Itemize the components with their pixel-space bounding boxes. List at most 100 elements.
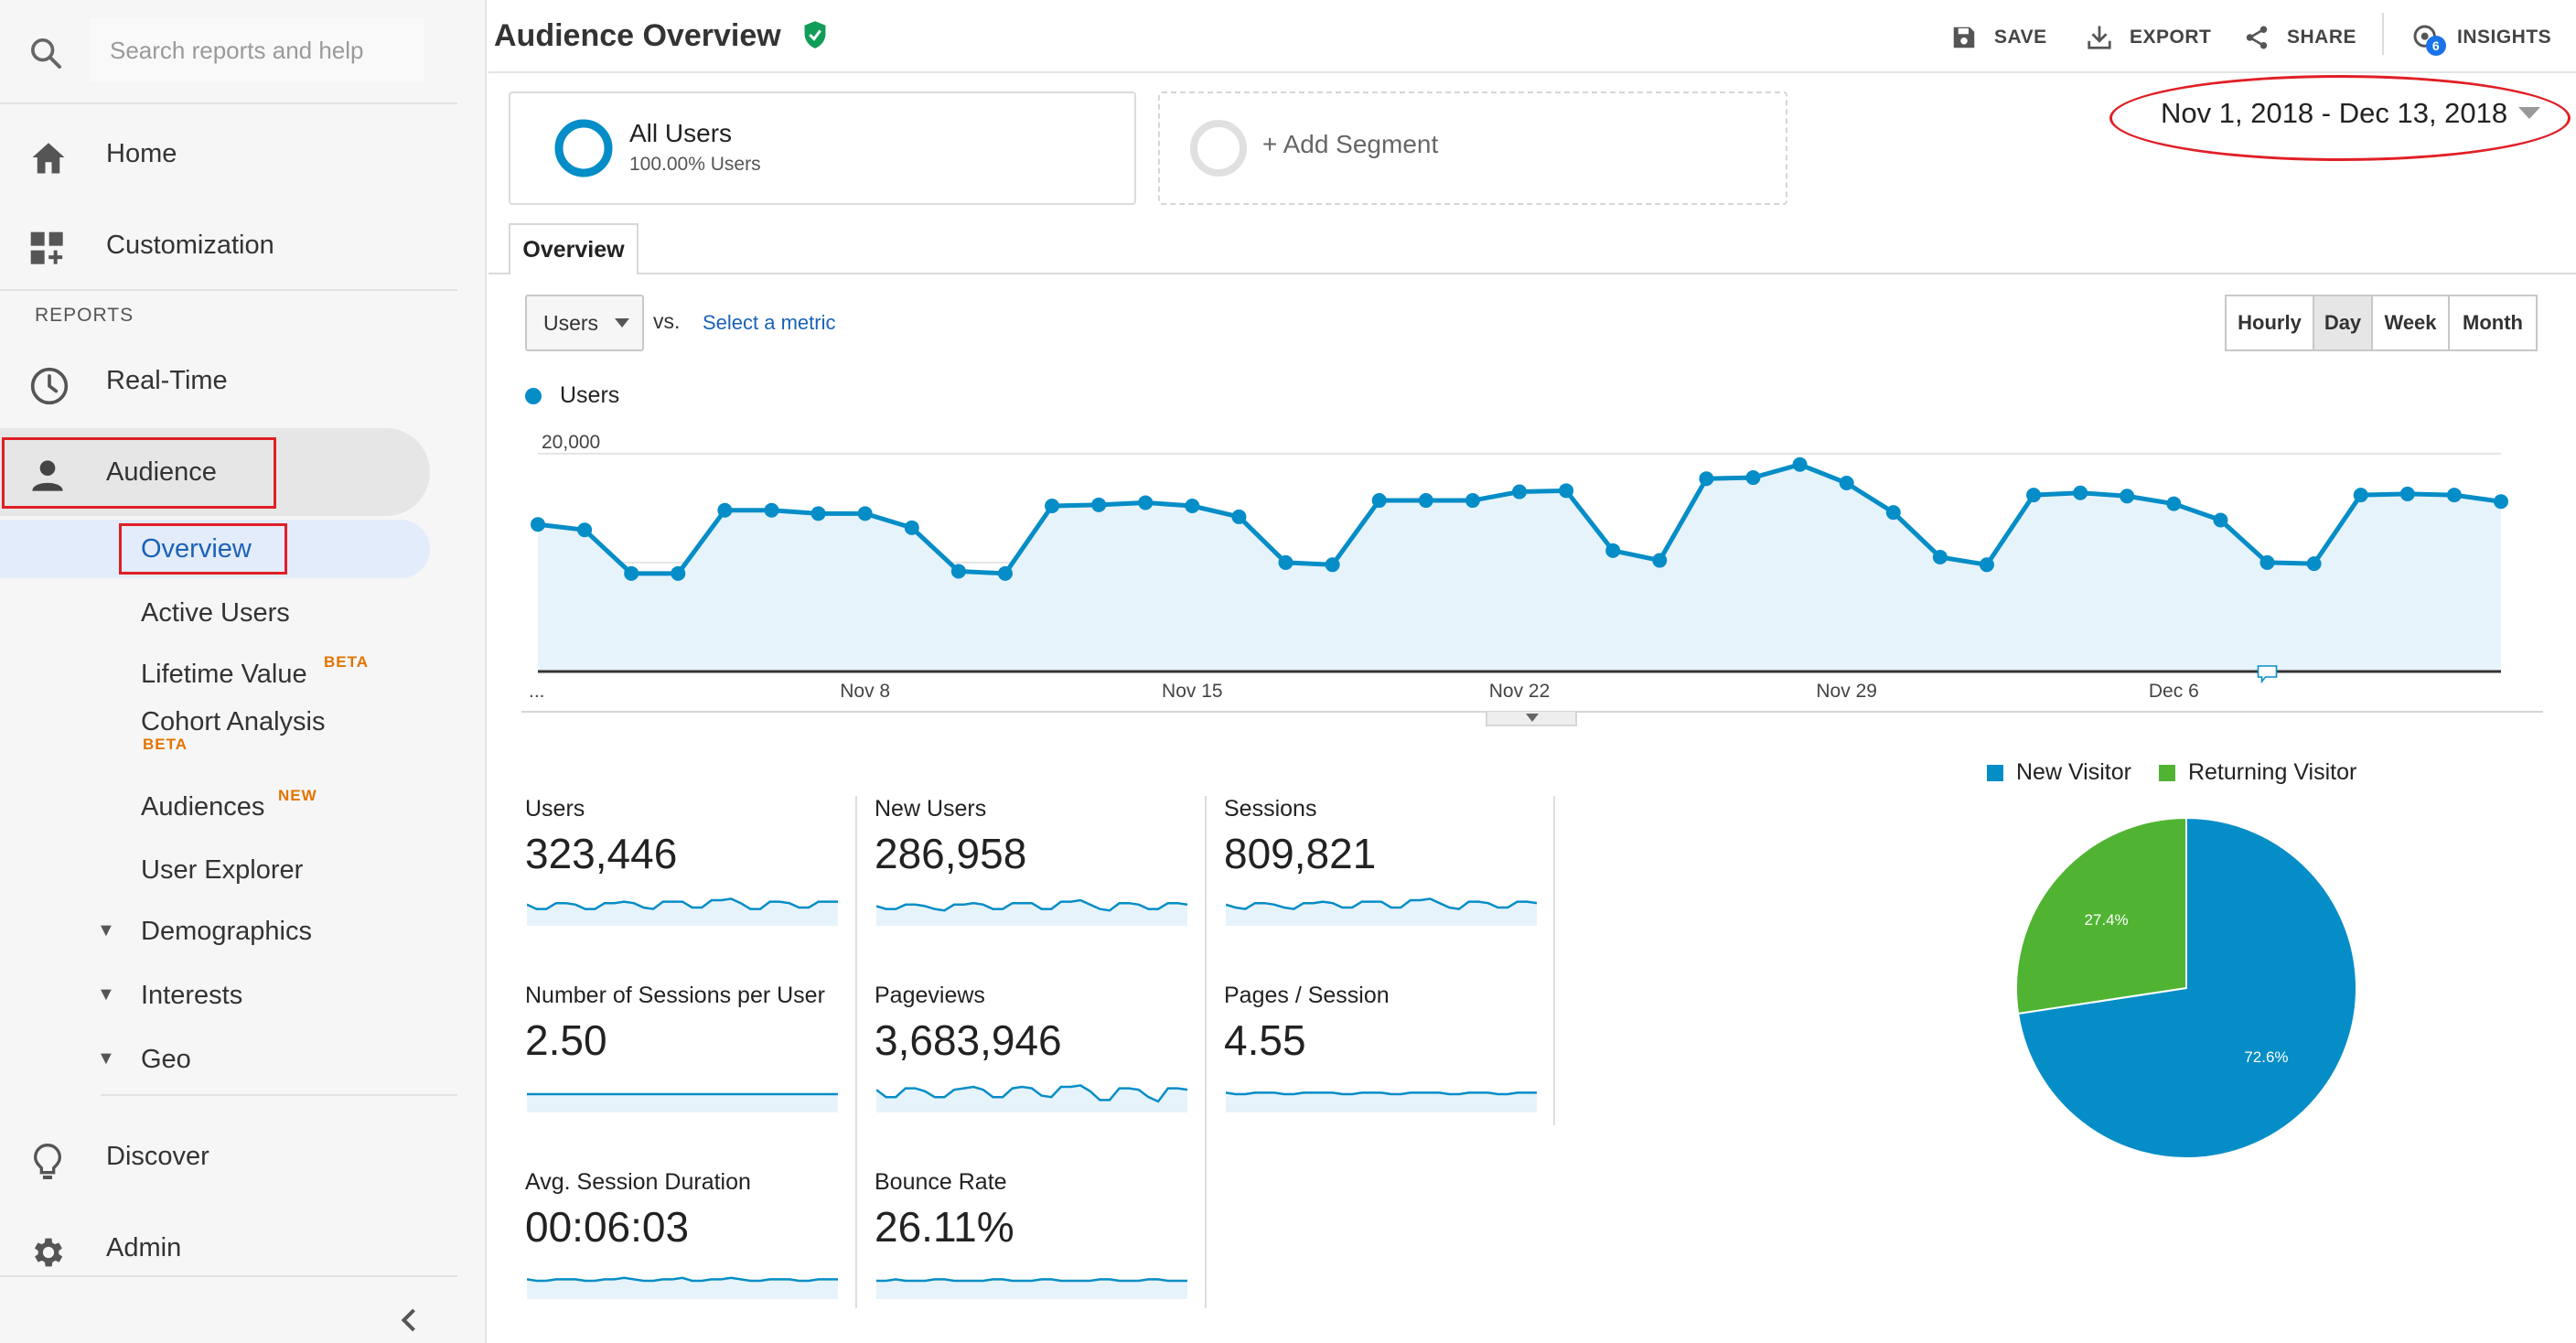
legend-new-visitor-label: New Visitor: [2016, 759, 2131, 785]
scorecard-value: 323,446: [525, 830, 678, 877]
scorecard[interactable]: Bounce Rate 26.11%: [875, 1169, 1222, 1325]
nav-lifetime-value[interactable]: Lifetime Value: [141, 660, 307, 689]
pie-slice-label: 27.4%: [2084, 911, 2128, 929]
scorecard-value: 3,683,946: [875, 1016, 1062, 1064]
select-metric-link[interactable]: Select a metric: [703, 311, 836, 334]
share-button[interactable]: SHARE: [2243, 22, 2356, 53]
nav-user-explorer[interactable]: User Explorer: [141, 855, 304, 885]
export-label: EXPORT: [2130, 27, 2212, 48]
sparkline: [1226, 1091, 1537, 1112]
nav-customization-label: Customization: [106, 231, 274, 260]
add-segment-button[interactable]: + Add Segment: [1158, 91, 1787, 205]
data-point: [1465, 493, 1480, 509]
reports-section-label: REPORTS: [35, 305, 134, 326]
chevron-down-icon[interactable]: [2517, 106, 2541, 121]
scorecard[interactable]: Avg. Session Duration 00:06:03: [525, 1169, 873, 1325]
nav-audience[interactable]: Audience: [0, 437, 430, 510]
nav-overview[interactable]: Overview: [141, 534, 252, 564]
save-button[interactable]: SAVE: [1950, 22, 2047, 53]
segment-all-users[interactable]: All Users 100.00% Users: [509, 91, 1136, 205]
sparkline: [527, 1276, 838, 1299]
granularity-month-button[interactable]: Month: [2448, 295, 2538, 351]
nav-active-users[interactable]: Active Users: [141, 598, 290, 628]
sparkline-area: [876, 1085, 1187, 1112]
nav-discover[interactable]: Discover: [0, 1122, 430, 1195]
legend-users-label: Users: [560, 382, 620, 408]
sparkline-line: [527, 1276, 838, 1283]
granularity-hourly-button[interactable]: Hourly: [2225, 295, 2314, 351]
page-title-text: Audience Overview: [494, 18, 781, 53]
x-tick-label: Nov 8: [840, 681, 890, 702]
pie-slice[interactable]: [2015, 816, 2187, 1015]
scorecard[interactable]: Users 323,446: [525, 796, 873, 951]
segment-donut-icon: [554, 119, 613, 177]
nav-audience-label: Audience: [106, 457, 217, 487]
data-point: [1885, 505, 1901, 521]
data-point: [2494, 494, 2508, 510]
scorecard-value: 26.11%: [875, 1203, 1014, 1251]
home-icon: [29, 139, 68, 180]
metric-select-value: Users: [543, 311, 599, 335]
sparkline-area: [527, 898, 838, 926]
nav-admin[interactable]: Admin: [0, 1213, 430, 1286]
scorecard[interactable]: Pages / Session 4.55: [1224, 983, 1572, 1138]
header: Audience Overview SAVE EXPORT SHARE 6 IN…: [488, 0, 2576, 73]
segment-subtitle: 100.00% Users: [629, 154, 761, 175]
pie-legend: New Visitor Returning Visitor: [1987, 759, 2356, 786]
search-input[interactable]: [90, 18, 424, 82]
search-icon[interactable]: [27, 35, 64, 76]
save-icon: [1953, 27, 1975, 48]
data-point: [1792, 457, 1808, 472]
sparkline-area: [1226, 1092, 1537, 1112]
nav-overview-bg: [0, 520, 430, 578]
data-point: [577, 522, 593, 538]
caret-down-icon[interactable]: ▼: [97, 920, 115, 940]
insights-button[interactable]: 6 INSIGHTS: [2411, 22, 2551, 56]
nav-realtime-label: Real-Time: [106, 366, 228, 395]
scorecard-label: Sessions: [1224, 796, 1317, 822]
nav-realtime[interactable]: Real-Time: [0, 346, 430, 419]
nav-interests[interactable]: Interests: [141, 981, 243, 1010]
collapse-sidebar-icon[interactable]: [399, 1306, 419, 1338]
caret-down-icon[interactable]: ▼: [97, 1048, 115, 1069]
sidebar: Home Customization REPORTS Real-Time Aud…: [0, 0, 487, 1343]
divider: [855, 796, 857, 1308]
data-point: [2026, 488, 2042, 503]
verified-shield-icon: [802, 20, 828, 58]
granularity-week-button[interactable]: Week: [2371, 295, 2450, 351]
granularity-day-button[interactable]: Day: [2313, 295, 2373, 351]
data-point: [1699, 471, 1714, 487]
export-button[interactable]: EXPORT: [2086, 22, 2211, 53]
nav-home[interactable]: Home: [0, 119, 430, 192]
gear-icon: [29, 1233, 68, 1276]
nav-customization[interactable]: Customization: [0, 210, 430, 284]
save-label: SAVE: [1994, 27, 2047, 48]
tab-overview[interactable]: Overview: [509, 223, 639, 274]
nav-cohort-analysis[interactable]: Cohort Analysis: [141, 707, 326, 736]
person-icon: [29, 457, 66, 499]
data-point: [1512, 484, 1527, 500]
sparkline-area: [1226, 898, 1537, 926]
scorecard[interactable]: Pageviews 3,683,946: [875, 983, 1222, 1138]
tab-strip: [488, 273, 2576, 274]
divider: [0, 102, 457, 104]
nav-audience-bg: [0, 428, 430, 516]
caret-down-icon[interactable]: ▼: [97, 984, 115, 1005]
lightbulb-icon: [29, 1142, 66, 1187]
nav-demographics[interactable]: Demographics: [141, 917, 312, 946]
scorecard[interactable]: Number of Sessions per User 2.50: [525, 983, 873, 1138]
nav-audiences[interactable]: Audiences: [141, 792, 265, 822]
scorecard[interactable]: New Users 286,958: [875, 796, 1222, 951]
data-point: [671, 565, 686, 581]
metric-select[interactable]: Users: [525, 295, 644, 351]
nav-geo[interactable]: Geo: [141, 1045, 191, 1074]
beta-badge: BETA: [143, 736, 188, 753]
pie-slice[interactable]: [2016, 816, 2357, 1159]
scorecard[interactable]: Sessions 809,821: [1224, 796, 1572, 951]
legend-returning-visitor-label: Returning Visitor: [2187, 759, 2357, 785]
chart-resize-handle[interactable]: [1486, 712, 1577, 726]
date-range-picker[interactable]: Nov 1, 2018 - Dec 13, 2018: [2161, 97, 2508, 129]
data-point: [1605, 543, 1621, 558]
scorecard-label: Avg. Session Duration: [525, 1169, 751, 1195]
